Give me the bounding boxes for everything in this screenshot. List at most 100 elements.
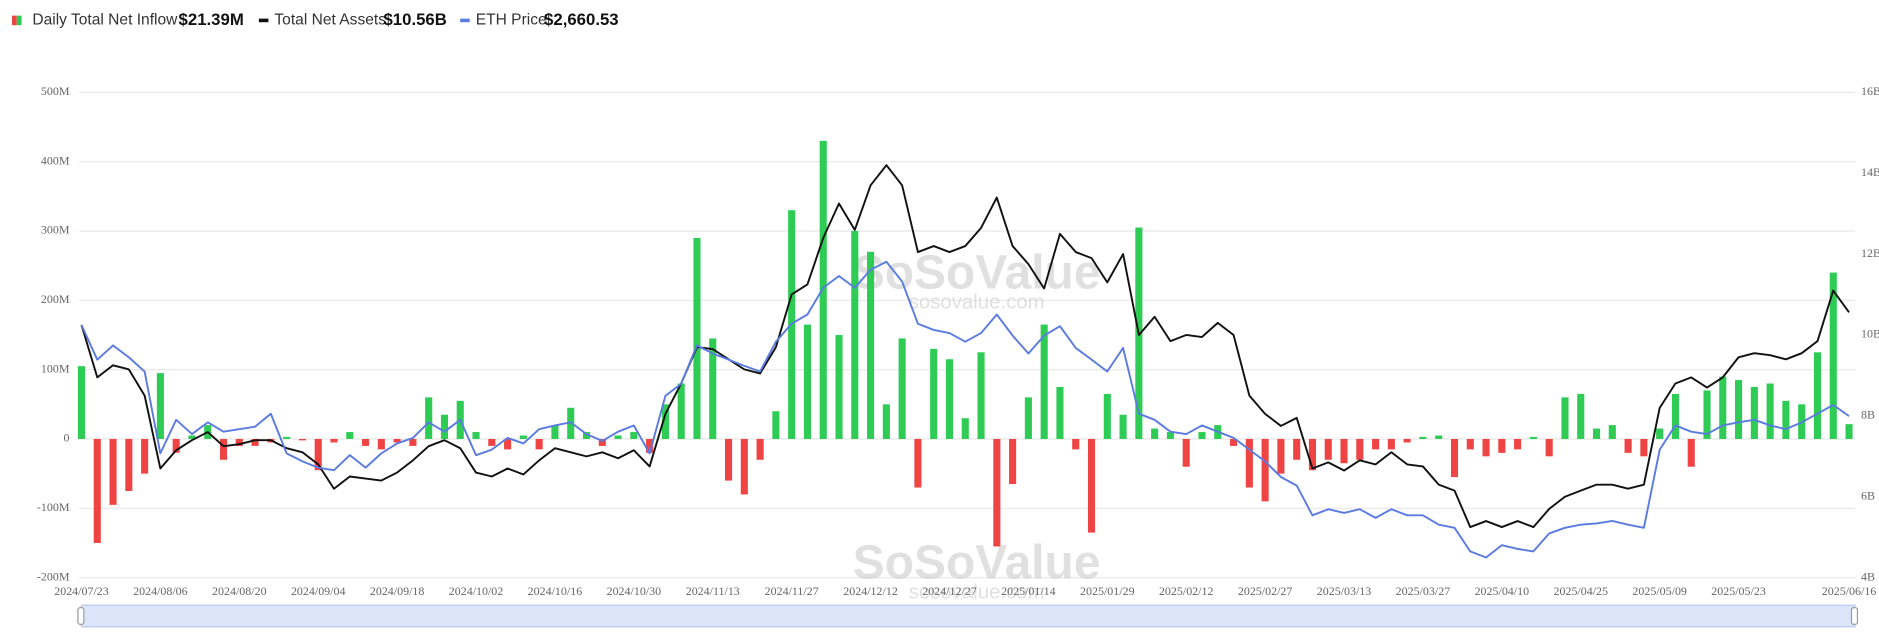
- x-tick-label: 2025/01/29: [1080, 584, 1135, 598]
- bar: [504, 438, 512, 450]
- y-tick-label: 400M: [41, 153, 70, 167]
- bar: [551, 425, 559, 439]
- bar: [1119, 414, 1127, 439]
- y2-tick-label: 4B: [1861, 569, 1875, 583]
- bar: [1514, 438, 1522, 450]
- y2-tick-label: 6B: [1861, 489, 1875, 503]
- bar: [1340, 438, 1348, 464]
- bar: [1671, 393, 1679, 439]
- bar: [1687, 438, 1695, 467]
- legend-label: Total Net Assets: [274, 12, 386, 29]
- bar: [393, 438, 401, 443]
- bar: [1735, 380, 1743, 439]
- bar: [1750, 386, 1758, 439]
- bar: [598, 438, 606, 446]
- y-tick-label: 200M: [41, 292, 70, 306]
- navigator-handle[interactable]: [77, 607, 85, 625]
- bar: [1561, 397, 1569, 439]
- x-tick-label: 2025/04/25: [1553, 584, 1608, 598]
- x-tick-label: 2025/03/27: [1396, 584, 1451, 598]
- bar: [1308, 438, 1317, 471]
- bar: [1403, 438, 1411, 443]
- bar: [188, 435, 196, 439]
- bar: [93, 438, 101, 543]
- bar: [156, 373, 164, 439]
- navigator[interactable]: [80, 604, 1856, 628]
- bar: [1829, 272, 1837, 439]
- legend-value: $2,660.53: [544, 10, 619, 29]
- navigator-handle[interactable]: [1850, 607, 1859, 625]
- bar: [709, 338, 717, 439]
- bar: [172, 438, 180, 453]
- bar: [930, 348, 938, 439]
- bar: [1072, 438, 1080, 450]
- bar: [1009, 438, 1017, 485]
- bar: [1277, 438, 1285, 474]
- bar: [1324, 438, 1332, 460]
- y2-tick-label: 10B: [1861, 327, 1879, 341]
- x-tick-label: 2025/02/12: [1159, 584, 1214, 598]
- legend-marker-bar-negative: [11, 15, 17, 26]
- bar: [630, 432, 638, 439]
- bar: [693, 237, 701, 439]
- bar: [1656, 428, 1664, 439]
- y-tick-label: 300M: [41, 223, 70, 237]
- bar: [535, 438, 543, 450]
- watermark: SoSoValue: [853, 536, 1101, 589]
- x-tick-label: 2024/12/12: [843, 584, 898, 598]
- bar: [1261, 438, 1269, 502]
- bar: [867, 251, 875, 439]
- x-tick-label: 2025/05/09: [1632, 584, 1687, 598]
- bar: [77, 366, 86, 439]
- y2-tick-label: 16B: [1861, 84, 1879, 98]
- x-tick-label: 2024/07/23: [54, 584, 109, 598]
- y-tick-label: 100M: [41, 361, 70, 375]
- bar: [377, 438, 385, 450]
- bar: [440, 414, 449, 439]
- bar: [1624, 438, 1632, 453]
- x-tick-label: 2025/02/27: [1238, 584, 1293, 598]
- legend-value: $21.39M: [179, 10, 244, 29]
- bar: [362, 438, 370, 446]
- bar: [914, 438, 922, 488]
- x-tick-label: 2024/08/20: [212, 584, 267, 598]
- bar: [835, 334, 843, 439]
- bar: [1230, 438, 1238, 446]
- bar: [1782, 400, 1790, 439]
- x-tick-label: 2025/01/14: [1001, 584, 1056, 598]
- x-tick-label: 2024/10/16: [528, 584, 583, 598]
- y2-tick-label: 12B: [1861, 246, 1879, 260]
- legend-marker-bar-positive: [16, 15, 22, 26]
- legend-value: $10.56B: [383, 10, 446, 29]
- bar: [582, 432, 591, 439]
- line: [80, 164, 1850, 529]
- watermark-site: sosovalue.com: [909, 582, 1045, 604]
- bar: [346, 432, 354, 439]
- bar: [409, 438, 417, 446]
- watermark-site: sosovalue.com: [909, 292, 1045, 314]
- bar: [1640, 438, 1648, 457]
- bar: [1182, 438, 1190, 467]
- bar: [614, 435, 622, 439]
- bar: [661, 404, 669, 439]
- bar: [1166, 432, 1174, 439]
- bar: [1482, 438, 1490, 457]
- bar: [1845, 424, 1853, 439]
- bar: [1419, 436, 1427, 439]
- bar: [1608, 425, 1616, 439]
- x-tick-label: 2024/11/27: [765, 584, 819, 598]
- bar: [235, 438, 243, 446]
- bar: [1498, 438, 1506, 453]
- bar: [1592, 428, 1601, 439]
- x-tick-label: 2024/08/06: [133, 584, 188, 598]
- y-tick-label: 0: [64, 431, 70, 445]
- bar: [1450, 438, 1459, 478]
- bar: [961, 418, 969, 439]
- bar: [298, 438, 306, 441]
- bar: [109, 438, 117, 505]
- bar: [882, 404, 890, 439]
- bar: [1529, 436, 1537, 439]
- bar: [1103, 393, 1111, 439]
